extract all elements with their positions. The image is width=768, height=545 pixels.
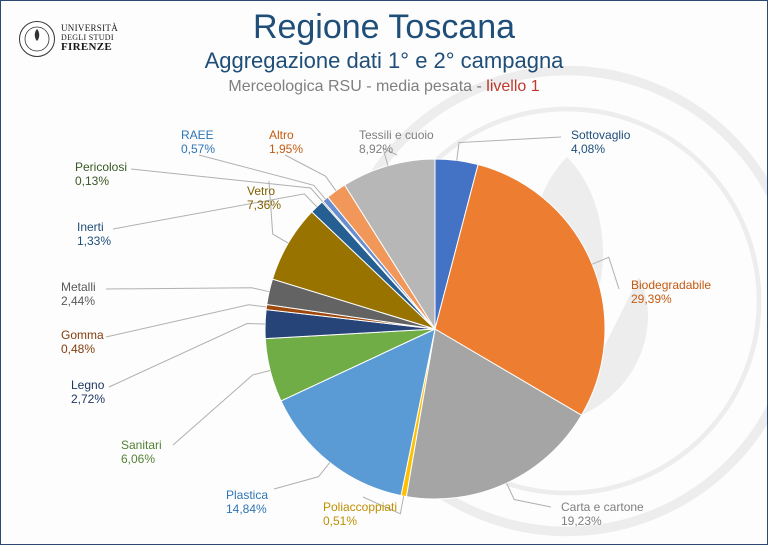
pie-chart: Sottovaglio4,08% Biodegradabile29,39% Cart…: [1, 119, 768, 539]
label-pct-inerti: 1,33%: [77, 235, 111, 249]
label-pct-metalli: 2,44%: [61, 295, 96, 309]
label-name-poliaccoppiati: Poliaccoppiati: [323, 501, 397, 515]
label-name-pericolosi: Pericolosi: [75, 161, 127, 175]
label-plastica: Plastica14,84%: [226, 489, 268, 517]
label-sanitari: Sanitari6,06%: [121, 439, 162, 467]
label-name-sottovaglio: Sottovaglio: [571, 129, 630, 143]
label-name-vetro: Vetro: [247, 185, 281, 199]
title-sub2-a: Merceologica RSU - media pesata -: [228, 78, 486, 95]
label-tessili: Tessili e cuoio8,92%: [359, 129, 434, 157]
label-name-altro: Altro: [269, 129, 303, 143]
label-name-gomma: Gomma: [61, 329, 104, 343]
label-gomma: Gomma0,48%: [61, 329, 104, 357]
label-vetro: Vetro7,36%: [247, 185, 281, 213]
leader-legno: [109, 324, 265, 387]
label-name-metalli: Metalli: [61, 281, 96, 295]
label-pct-sanitari: 6,06%: [121, 453, 162, 467]
label-pct-sottovaglio: 4,08%: [571, 143, 630, 157]
label-pct-poliaccoppiati: 0,51%: [323, 515, 397, 529]
label-carta: Carta e cartone19,23%: [561, 501, 644, 529]
label-pct-tessili: 8,92%: [359, 143, 434, 157]
label-pct-plastica: 14,84%: [226, 503, 268, 517]
leader-gomma: [106, 305, 266, 337]
label-pct-vetro: 7,36%: [247, 199, 281, 213]
org-seal-icon: [19, 21, 55, 57]
org-logo: UNIVERSITÀ DEGLI STUDI FIRENZE: [19, 21, 118, 57]
label-name-plastica: Plastica: [226, 489, 268, 503]
label-metalli: Metalli2,44%: [61, 281, 96, 309]
label-pct-carta: 19,23%: [561, 515, 644, 529]
label-pct-altro: 1,95%: [269, 143, 303, 157]
title-sub2-b: livello 1: [486, 78, 539, 95]
label-name-carta: Carta e cartone: [561, 501, 644, 515]
label-name-legno: Legno: [71, 379, 105, 393]
label-name-biodegradabile: Biodegradabile: [631, 279, 711, 293]
title-sub2: Merceologica RSU - media pesata - livell…: [1, 78, 767, 96]
label-name-inerti: Inerti: [77, 221, 111, 235]
org-logo-text: UNIVERSITÀ DEGLI STUDI FIRENZE: [61, 24, 118, 53]
leader-metalli: [106, 288, 269, 292]
label-altro: Altro1,95%: [269, 129, 303, 157]
label-raee: RAEE0,57%: [181, 129, 215, 157]
label-pct-pericolosi: 0,13%: [75, 175, 127, 189]
slide: UNIVERSITÀ DEGLI STUDI FIRENZE Regione T…: [0, 0, 768, 545]
org-line3: FIRENZE: [61, 42, 118, 54]
label-pericolosi: Pericolosi0,13%: [75, 161, 127, 189]
pie-svg: [255, 149, 615, 509]
label-pct-legno: 2,72%: [71, 393, 105, 407]
label-sottovaglio: Sottovaglio4,08%: [571, 129, 630, 157]
label-inerti: Inerti1,33%: [77, 221, 111, 249]
label-pct-raee: 0,57%: [181, 143, 215, 157]
label-name-raee: RAEE: [181, 129, 215, 143]
label-biodegradabile: Biodegradabile29,39%: [631, 279, 711, 307]
label-pct-biodegradabile: 29,39%: [631, 293, 711, 307]
label-name-tessili: Tessili e cuoio: [359, 129, 434, 143]
label-poliaccoppiati: Poliaccoppiati0,51%: [323, 501, 397, 529]
label-pct-gomma: 0,48%: [61, 343, 104, 357]
label-name-sanitari: Sanitari: [121, 439, 162, 453]
label-legno: Legno2,72%: [71, 379, 105, 407]
